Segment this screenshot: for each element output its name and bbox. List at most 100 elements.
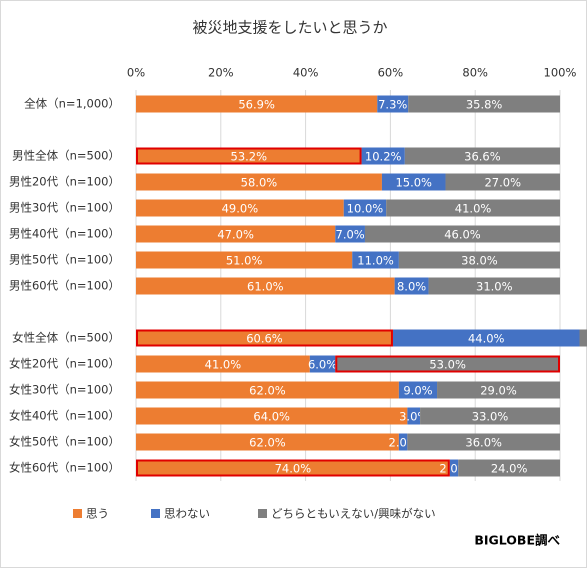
value-label: 46.0%	[444, 228, 481, 242]
bar-segment	[386, 199, 560, 217]
y-tick-label: 女性50代（n=100）	[9, 435, 120, 449]
value-label: 62.0%	[249, 384, 286, 398]
value-label: 8.0%	[397, 280, 426, 294]
bar-segment	[136, 355, 310, 373]
bar-segment	[136, 277, 395, 295]
value-label: 7.0%	[336, 228, 365, 242]
value-label: 10.2%	[365, 150, 402, 164]
bar-segment	[136, 433, 399, 451]
value-label: 24.0%	[491, 462, 528, 476]
value-label: 49.0%	[222, 202, 259, 216]
bar-segment	[136, 95, 378, 113]
bar-segment	[335, 225, 365, 243]
y-tick-label: 男性20代（n=100）	[9, 175, 120, 189]
value-label: 61.0%	[247, 280, 284, 294]
legend-label: どちらともいえない/興味がない	[271, 507, 436, 521]
bar-segment	[343, 199, 387, 217]
value-label: 47.0%	[217, 228, 254, 242]
bar-segment	[408, 95, 560, 113]
value-label: 7.3%	[378, 98, 407, 112]
bar-segment	[398, 433, 408, 451]
value-label: 9.0%	[403, 384, 432, 398]
value-label: 11.0%	[357, 254, 394, 268]
value-label: 38.0%	[461, 254, 498, 268]
highlight-box	[335, 355, 560, 373]
bar-segment	[392, 329, 580, 347]
bar-segment	[136, 407, 408, 425]
bar-segment	[364, 225, 560, 243]
legend-swatch	[73, 509, 82, 518]
value-label: 29.0%	[480, 384, 517, 398]
y-tick-label: 男性30代（n=100）	[9, 201, 120, 215]
bar-segment	[136, 251, 353, 269]
highlight-box	[136, 459, 450, 477]
y-tick-label: 女性60代（n=100）	[9, 461, 120, 475]
x-tick-label: 60%	[378, 66, 404, 80]
value-label: 35.8%	[466, 98, 503, 112]
source: BIGLOBE調べ	[474, 533, 560, 548]
value-label: 6.0%	[308, 358, 337, 372]
value-label: 74.0%	[275, 462, 312, 476]
value-label: 51.0%	[226, 254, 263, 268]
bar-segment	[398, 251, 560, 269]
y-tick-label: 男性全体（n=500）	[12, 149, 120, 163]
x-tick-label: 40%	[293, 66, 319, 80]
value-label: 36.6%	[464, 150, 501, 164]
bar-segment	[136, 147, 362, 165]
x-tick-label: 100%	[544, 66, 577, 80]
value-label: 31.0%	[476, 280, 513, 294]
bar-segment	[420, 407, 560, 425]
bar-segment	[381, 173, 446, 191]
bar-segment	[449, 459, 459, 477]
value-label: 62.0%	[249, 436, 286, 450]
bar-segment	[428, 277, 560, 295]
bar-segment	[309, 355, 336, 373]
bar-segment	[407, 407, 421, 425]
y-tick-label: 全体（n=1,000）	[24, 97, 120, 111]
chart-title: 被災地支援をしたいと思うか	[192, 19, 387, 37]
value-label: 41.0%	[455, 202, 492, 216]
y-tick-label: 女性20代（n=100）	[9, 357, 120, 371]
x-tick-label: 0%	[127, 66, 145, 80]
value-label: 10.0%	[347, 202, 384, 216]
value-label: 53.2%	[231, 150, 268, 164]
legend-label: 思わない	[164, 507, 210, 521]
bar-segment	[136, 173, 382, 191]
bar-segment	[136, 329, 393, 347]
value-label: 36.0%	[465, 436, 502, 450]
y-tick-label: 男性60代（n=100）	[9, 279, 120, 293]
bar-segment	[136, 225, 336, 243]
value-label: 56.9%	[238, 98, 275, 112]
bar-segment	[136, 459, 450, 477]
bar-segment	[352, 251, 399, 269]
value-label: 60.6%	[246, 332, 283, 346]
bar-segment	[404, 147, 560, 165]
value-label: 33.0%	[472, 410, 509, 424]
highlight-box	[136, 147, 362, 165]
value-label: 44.0%	[468, 332, 505, 346]
bar-segment	[394, 277, 429, 295]
bar-segment	[579, 329, 587, 347]
value-label: 15.0%	[395, 176, 432, 190]
value-label: 58.0%	[241, 176, 278, 190]
highlight-box	[136, 329, 393, 347]
y-tick-label: 男性50代（n=100）	[9, 253, 120, 267]
bar-segment	[458, 459, 560, 477]
y-tick-label: 男性40代（n=100）	[9, 227, 120, 241]
value-label: 64.0%	[253, 410, 290, 424]
bar-segment	[407, 433, 560, 451]
bar-segment	[398, 381, 438, 399]
y-tick-label: 女性30代（n=100）	[9, 383, 120, 397]
x-tick-label: 20%	[208, 66, 234, 80]
value-label: 41.0%	[205, 358, 242, 372]
value-label: 53.0%	[429, 358, 466, 372]
bar-segment	[335, 355, 560, 373]
value-label: 27.0%	[484, 176, 521, 190]
y-tick-label: 女性全体（n=500）	[12, 331, 120, 345]
bar-segment	[136, 381, 399, 399]
bar-segment	[445, 173, 560, 191]
legend-label: 思う	[86, 507, 109, 521]
bar-segment	[377, 95, 409, 113]
bar-segment	[437, 381, 560, 399]
